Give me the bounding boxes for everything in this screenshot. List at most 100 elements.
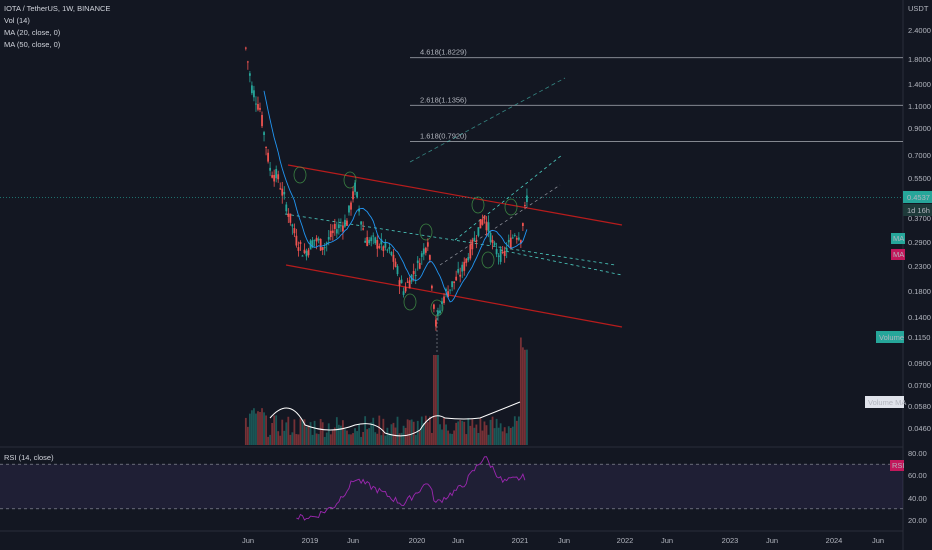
candle-body	[356, 191, 358, 198]
candle-body	[467, 257, 470, 261]
candle-body	[283, 191, 286, 195]
volume-bar	[398, 433, 401, 445]
volume-bar	[295, 434, 298, 445]
candle-body	[333, 223, 336, 229]
candle-body	[420, 253, 423, 257]
countdown-text: 1d 16h	[907, 206, 930, 215]
candle-body	[339, 225, 342, 227]
candle-body	[402, 291, 405, 295]
candle-body	[327, 237, 330, 240]
rsi-badge	[890, 460, 904, 471]
volume-bar	[422, 422, 425, 445]
rsi-indicator-label[interactable]: RSI (14, close)	[4, 453, 54, 462]
candle-body	[348, 205, 350, 213]
candle-body	[319, 238, 322, 251]
volume-bar	[244, 417, 247, 445]
candle-body	[311, 240, 314, 248]
time-tick-label: 2022	[617, 536, 634, 545]
pattern-circle	[403, 293, 417, 311]
candle-body	[329, 230, 332, 237]
price-tick-label: 2.4000	[908, 26, 931, 35]
volume-bar	[513, 416, 516, 445]
volume-bar	[524, 349, 526, 445]
candle-body	[441, 301, 443, 305]
volume-bar	[350, 434, 352, 445]
candle-body	[287, 213, 290, 217]
price-tick-label: 0.1150	[908, 333, 930, 342]
ma20-badge-text: MA	[893, 234, 904, 243]
volume-bar	[257, 411, 259, 445]
volume-bar	[382, 418, 385, 445]
volume-bar	[457, 421, 460, 445]
candle-body	[325, 242, 328, 244]
candle-body	[404, 286, 407, 292]
target-projection-line	[409, 77, 566, 163]
volume-bar	[339, 425, 342, 445]
volume-bar	[289, 434, 292, 445]
volume-bar	[283, 430, 286, 445]
volume-bar	[489, 419, 492, 445]
volume-bar	[507, 426, 510, 445]
candle-body	[244, 47, 247, 49]
price-tick-label: 0.0900	[908, 359, 931, 368]
candle-body	[307, 249, 310, 256]
candle-body	[378, 246, 381, 248]
volume-bar	[469, 425, 472, 445]
candle-body	[511, 237, 514, 239]
volume-bar	[439, 424, 441, 445]
candle-body	[285, 204, 288, 212]
candle-body	[451, 281, 454, 288]
candle-body	[505, 248, 508, 252]
volume-bar	[459, 420, 462, 445]
volume-bar	[505, 433, 508, 445]
volume-bar	[515, 420, 518, 445]
volume-bar	[404, 427, 407, 445]
candle-body	[376, 240, 379, 249]
volume-bar	[447, 430, 449, 445]
volume-bar	[301, 419, 304, 445]
candle-body	[503, 251, 506, 257]
candle-body	[261, 115, 263, 127]
ma50-indicator-label[interactable]: MA (50, close, 0)	[4, 40, 61, 49]
price-tick-label: 0.7000	[908, 151, 931, 160]
volume-bar	[321, 422, 324, 445]
candle-body	[519, 240, 522, 244]
volume-bar	[248, 413, 251, 445]
candle-body	[461, 264, 464, 272]
candle-body	[279, 188, 282, 190]
volume-bar	[352, 433, 354, 445]
volume-bar	[271, 422, 274, 445]
candle-body	[453, 281, 456, 283]
volume-bar	[426, 422, 429, 445]
pattern-circle	[419, 223, 433, 241]
volume-bar	[394, 427, 397, 445]
volume-bar	[307, 425, 310, 445]
candle-body	[346, 220, 348, 226]
candle-body	[386, 249, 389, 251]
volume-bar	[246, 426, 249, 445]
candle-body	[390, 251, 393, 256]
candle-body	[313, 239, 316, 241]
volume-bar	[443, 418, 445, 445]
volume-bar	[428, 416, 431, 445]
candle-body	[408, 280, 411, 289]
volume-bar	[441, 429, 443, 445]
volume-bar	[327, 423, 330, 445]
candle-body	[513, 235, 516, 237]
candle-body	[364, 240, 367, 243]
time-tick-label: Jun	[558, 536, 570, 545]
price-tick-label: 0.0700	[908, 381, 931, 390]
candle-body	[251, 85, 253, 94]
volume-bar	[479, 418, 482, 445]
volume-bar	[495, 418, 498, 445]
volume-bar	[267, 436, 269, 445]
candle-body	[255, 103, 257, 105]
trend-line-dashed	[284, 213, 616, 266]
ma20-indicator-label[interactable]: MA (20, close, 0)	[4, 28, 61, 37]
rsi-band	[0, 464, 903, 509]
candle-body	[368, 239, 371, 244]
volume-indicator-label[interactable]: Vol (14)	[4, 16, 30, 25]
volume-bar	[416, 420, 419, 445]
candle-body	[259, 107, 261, 110]
